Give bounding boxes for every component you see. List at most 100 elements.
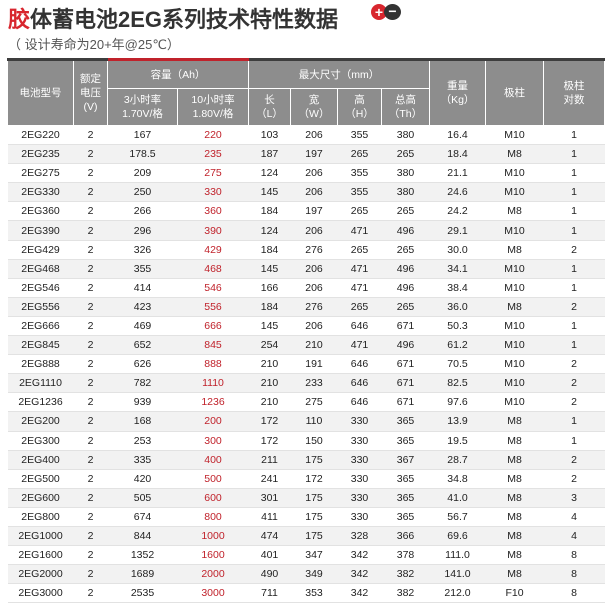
cell-model: 2EG429 — [7, 240, 74, 260]
cell-height: 265 — [337, 144, 382, 165]
cell-total-height: 671 — [381, 392, 430, 413]
cell-height: 355 — [337, 182, 382, 203]
cell-voltage: 2 — [73, 182, 108, 203]
cell-model: 2EG845 — [7, 335, 74, 356]
cell-model: 2EG1000 — [7, 526, 74, 547]
cell-width: 206 — [290, 163, 338, 184]
cell-capacity-3h: 423 — [107, 297, 178, 317]
cell-model: 2EG200 — [7, 411, 74, 432]
cell-capacity-10h: 235 — [177, 144, 249, 165]
cell-model: 2EG360 — [7, 201, 74, 222]
cell-voltage: 2 — [73, 201, 108, 222]
cell-weight: 24.6 — [429, 182, 486, 203]
header-weight: 重量 （Kg） — [429, 58, 486, 126]
cell-length: 401 — [248, 545, 291, 566]
cell-weight: 141.0 — [429, 564, 486, 585]
cell-capacity-3h: 168 — [107, 411, 178, 432]
cell-capacity-10h: 275 — [177, 163, 249, 184]
cell-voltage: 2 — [73, 450, 108, 470]
cell-weight: 29.1 — [429, 220, 486, 241]
cell-terminal: M10 — [485, 316, 544, 337]
cell-capacity-10h: 429 — [177, 240, 249, 260]
cell-weight: 38.4 — [429, 278, 486, 298]
cell-model: 2EG330 — [7, 182, 74, 203]
cell-total-height: 367 — [381, 450, 430, 470]
cell-length: 103 — [248, 125, 291, 146]
cell-length: 145 — [248, 316, 291, 337]
cell-capacity-3h: 355 — [107, 259, 178, 279]
cell-width: 206 — [290, 259, 338, 279]
cell-total-height: 496 — [381, 335, 430, 356]
cell-capacity-10h: 1000 — [177, 526, 249, 547]
cell-weight: 50.3 — [429, 316, 486, 337]
page-subtitle: （ 设计寿命为20+年@25℃） — [8, 37, 180, 52]
cell-terminal: M10 — [485, 163, 544, 184]
cell-height: 342 — [337, 564, 382, 585]
table-row: 2EG330 2 250 330 145 206 355 380 24.6 M10 1 — [7, 182, 605, 203]
header-cap-3h: 3小时率 1.70V/格 — [107, 88, 178, 126]
cell-capacity-3h: 266 — [107, 201, 178, 222]
cell-model: 2EG556 — [7, 297, 74, 317]
header-dimensions: 最大尺寸（mm） — [248, 58, 430, 89]
cell-weight: 97.6 — [429, 392, 486, 413]
cell-voltage: 2 — [73, 316, 108, 337]
cell-terminal: M8 — [485, 201, 544, 222]
cell-height: 646 — [337, 373, 382, 394]
cell-capacity-10h: 300 — [177, 431, 249, 451]
cell-weight: 34.1 — [429, 259, 486, 279]
cell-weight: 34.8 — [429, 469, 486, 489]
header-height: 高 （H） — [337, 88, 382, 126]
cell-width: 276 — [290, 240, 338, 260]
cell-width: 206 — [290, 182, 338, 203]
cell-capacity-10h: 330 — [177, 182, 249, 203]
cell-terminal: M8 — [485, 564, 544, 585]
cell-total-height: 496 — [381, 220, 430, 241]
cell-width: 150 — [290, 431, 338, 451]
cell-voltage: 2 — [73, 373, 108, 394]
cell-voltage: 2 — [73, 240, 108, 260]
cell-model: 2EG888 — [7, 354, 74, 375]
cell-weight: 19.5 — [429, 431, 486, 451]
header-width-text: 宽 （W） — [298, 94, 330, 120]
cell-height: 330 — [337, 450, 382, 470]
cell-length: 172 — [248, 431, 291, 451]
header-voltage: 额定 电压 (V) — [73, 58, 108, 126]
plus-minus-icon: + − — [371, 3, 407, 20]
table-row: 2EG546 2 414 546 166 206 471 496 38.4 M10 1 — [7, 278, 605, 298]
table-row: 2EG360 2 266 360 184 197 265 265 24.2 M8 1 — [7, 201, 605, 222]
cell-voltage: 2 — [73, 583, 108, 603]
cell-model: 2EG800 — [7, 507, 74, 527]
cell-capacity-3h: 335 — [107, 450, 178, 470]
cell-terminal: M8 — [485, 240, 544, 260]
header-model: 电池型号 — [7, 58, 74, 126]
table-row: 2EG390 2 296 390 124 206 471 496 29.1 M10 1 — [7, 220, 605, 241]
cell-capacity-3h: 250 — [107, 182, 178, 203]
cell-weight: 28.7 — [429, 450, 486, 470]
cell-capacity-3h: 209 — [107, 163, 178, 184]
cell-capacity-10h: 3000 — [177, 583, 249, 603]
cell-total-height: 671 — [381, 316, 430, 337]
cell-voltage: 2 — [73, 335, 108, 356]
cell-capacity-3h: 626 — [107, 354, 178, 375]
cell-voltage: 2 — [73, 278, 108, 298]
header-terminal-pairs: 极柱 对数 — [543, 58, 605, 126]
header-cap10-text: 10小时率 1.80V/格 — [191, 94, 235, 120]
cell-height: 330 — [337, 469, 382, 489]
cell-weight: 41.0 — [429, 488, 486, 508]
cell-capacity-3h: 167 — [107, 125, 178, 146]
cell-capacity-10h: 220 — [177, 125, 249, 146]
cell-model: 2EG3000 — [7, 583, 74, 603]
cell-height: 265 — [337, 201, 382, 222]
cell-voltage: 2 — [73, 144, 108, 165]
cell-capacity-3h: 178.5 — [107, 144, 178, 165]
spec-table: 电池型号 额定 电压 (V) 容量（Ah） 最大尺寸（mm） 重量 （Kg） 极… — [7, 58, 605, 603]
cell-capacity-3h: 1689 — [107, 564, 178, 585]
table-row: 2EG800 2 674 800 411 175 330 365 56.7 M8 4 — [7, 507, 605, 527]
cell-model: 2EG1110 — [7, 373, 74, 394]
cell-terminal: M10 — [485, 259, 544, 279]
table-row: 2EG220 2 167 220 103 206 355 380 16.4 M10 1 — [7, 125, 605, 146]
cell-weight: 24.2 — [429, 201, 486, 222]
cell-model: 2EG300 — [7, 431, 74, 451]
cell-model: 2EG1236 — [7, 392, 74, 413]
header-length-text: 长 （L） — [256, 94, 283, 120]
